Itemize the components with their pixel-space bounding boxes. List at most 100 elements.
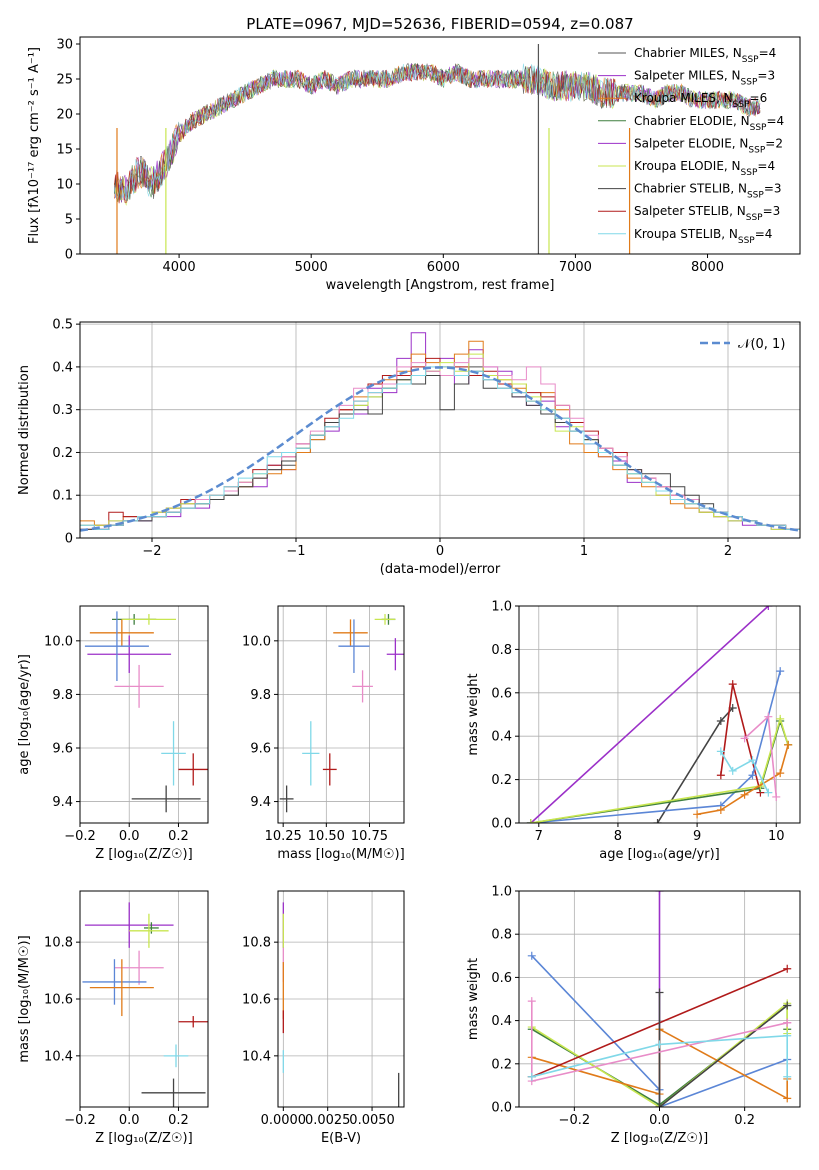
weight-marker — [655, 1103, 664, 1107]
z-weight-panel: −0.2 0.0 0.2 0.0 0.2 0.4 0.6 0.8 1.0 Z [log₁₀(Z/Z… — [466, 885, 801, 1146]
y-axis-label: Flux [fλ10⁻¹⁷ erg cm⁻² s⁻¹ A⁻¹] — [27, 47, 42, 244]
y-tick-label: 20 — [56, 108, 73, 123]
residuals-panel: −2 −1 0 1 2 0 0.1 0.2 0.3 0.4 0.5 (data-model)/erro… — [17, 318, 801, 577]
y-tick-label: 0.1 — [52, 489, 73, 504]
weight-marker — [783, 1001, 792, 1010]
weight-marker — [653, 819, 662, 823]
x-axis-label: mass [log₁₀(M/M☉)] — [277, 847, 404, 862]
x-tick-label: 0 — [436, 544, 444, 559]
weight-line — [530, 670, 781, 823]
y-tick-label: 10.4 — [242, 1049, 271, 1064]
y-tick-label: 10.8 — [242, 936, 271, 951]
y-tick-label: 25 — [56, 73, 73, 88]
weight-marker — [716, 805, 725, 814]
weight-marker — [526, 819, 535, 823]
weight-marker — [748, 771, 757, 780]
legend-entry: Chabrier MILES, NSSP=4 — [634, 46, 776, 65]
mass-age-panel: 10.25 10.50 10.75 9.4 9.6 9.8 10.0 mass [log₁₀(… — [242, 605, 405, 862]
x-tick-label: 0.0 — [119, 829, 140, 844]
x-tick-label: 7 — [535, 829, 543, 844]
weight-marker — [783, 1072, 792, 1081]
y-tick-label: 10.0 — [242, 634, 271, 649]
weight-marker — [716, 771, 725, 780]
weight-marker — [783, 1031, 792, 1040]
y-tick-label: 10.6 — [242, 993, 271, 1008]
weight-marker — [764, 606, 773, 610]
x-tick-label: −0.2 — [64, 1113, 96, 1128]
y-tick-label: 5 — [65, 213, 73, 228]
plot-area — [282, 902, 400, 1107]
normal-curve — [80, 366, 800, 532]
figure-title: PLATE=0967, MJD=52636, FIBERID=0594, z=0… — [246, 15, 633, 33]
x-axis-label: Z [log₁₀(Z/Z☉)] — [95, 847, 192, 862]
weight-marker — [716, 747, 725, 756]
y-axis-label: mass weight — [466, 673, 481, 755]
x-tick-label: 9 — [693, 829, 701, 844]
y-tick-label: 0.4 — [491, 730, 512, 745]
z-mass-panel: −0.2 0.0 0.2 10.4 10.6 10.8 Z [log₁₀(Z/Z☉)] mas… — [17, 890, 209, 1146]
weight-marker — [655, 1040, 664, 1049]
weight-line — [720, 750, 770, 793]
weight-line — [530, 716, 789, 823]
plot-area — [527, 891, 792, 1107]
y-tick-label: 0.8 — [491, 643, 512, 658]
x-tick-label: 5000 — [295, 260, 328, 275]
x-tick-label: 8 — [614, 829, 622, 844]
legend-entry: Kroupa STELIB, NSSP=4 — [634, 227, 772, 246]
x-tick-label: 8000 — [691, 260, 724, 275]
x-tick-label: 0.0 — [649, 1113, 670, 1128]
weight-marker — [776, 667, 785, 676]
y-tick-label: 9.8 — [52, 688, 73, 703]
weight-marker — [728, 766, 737, 775]
weight-marker — [772, 792, 781, 801]
x-tick-label: 0.0 — [119, 1113, 140, 1128]
weight-marker — [740, 790, 749, 799]
weight-marker — [716, 717, 725, 726]
axes-frame — [79, 605, 209, 824]
y-tick-label: 9.4 — [52, 795, 73, 810]
y-tick-label: 9.8 — [250, 688, 271, 703]
legend-entry: Kroupa ELODIE, NSSP=4 — [634, 159, 775, 178]
y-tick-label: 0.3 — [52, 403, 73, 418]
y-tick-label: 1.0 — [491, 600, 512, 615]
x-tick-label: 10 — [768, 829, 785, 844]
x-tick-label: 0.2 — [734, 1113, 755, 1128]
weight-marker — [655, 988, 664, 997]
y-tick-label: 0 — [65, 532, 73, 547]
plot-area — [526, 606, 793, 823]
spectrum-line — [114, 63, 761, 201]
weight-marker — [527, 951, 536, 960]
weight-marker — [784, 740, 793, 749]
x-tick-label: 0.0050 — [349, 1113, 395, 1128]
x-tick-label: −0.2 — [64, 829, 96, 844]
y-tick-label: 0.2 — [491, 773, 512, 788]
legend-entry: Salpeter ELODIE, NSSP=2 — [634, 136, 783, 155]
y-tick-label: 0.4 — [52, 360, 73, 375]
z-age-panel: −0.2 0.0 0.2 9.4 9.6 9.8 10.0 Z [log₁₀(Z/Z☉)] ag… — [17, 605, 209, 862]
x-tick-label: 2 — [724, 544, 732, 559]
legend-entry: Salpeter STELIB, NSSP=3 — [634, 204, 780, 223]
y-axis-label: mass weight — [466, 958, 481, 1040]
x-tick-label: −0.2 — [559, 1113, 591, 1128]
y-tick-label: 10.6 — [44, 993, 73, 1008]
legend-entry: Salpeter MILES, NSSP=3 — [634, 69, 775, 88]
legend-entry: Chabrier STELIB, NSSP=3 — [634, 182, 782, 201]
y-tick-label: 30 — [56, 38, 73, 53]
legend-entry: Chabrier ELODIE, NSSP=4 — [634, 114, 784, 133]
axes-frame — [518, 605, 801, 824]
x-tick-label: 6000 — [427, 260, 460, 275]
weight-marker — [527, 1072, 536, 1081]
y-tick-label: 0.6 — [491, 971, 512, 986]
y-tick-label: 9.6 — [52, 741, 73, 756]
weight-marker — [527, 997, 536, 1006]
spectrum-line — [114, 62, 761, 202]
x-tick-label: 4000 — [163, 260, 196, 275]
y-tick-label: 0.2 — [52, 446, 73, 461]
weight-line — [531, 1034, 789, 1078]
axes-frame — [277, 605, 405, 824]
y-tick-label: 10.8 — [44, 936, 73, 951]
y-tick-label: 0 — [65, 248, 73, 263]
weight-line — [530, 606, 769, 823]
